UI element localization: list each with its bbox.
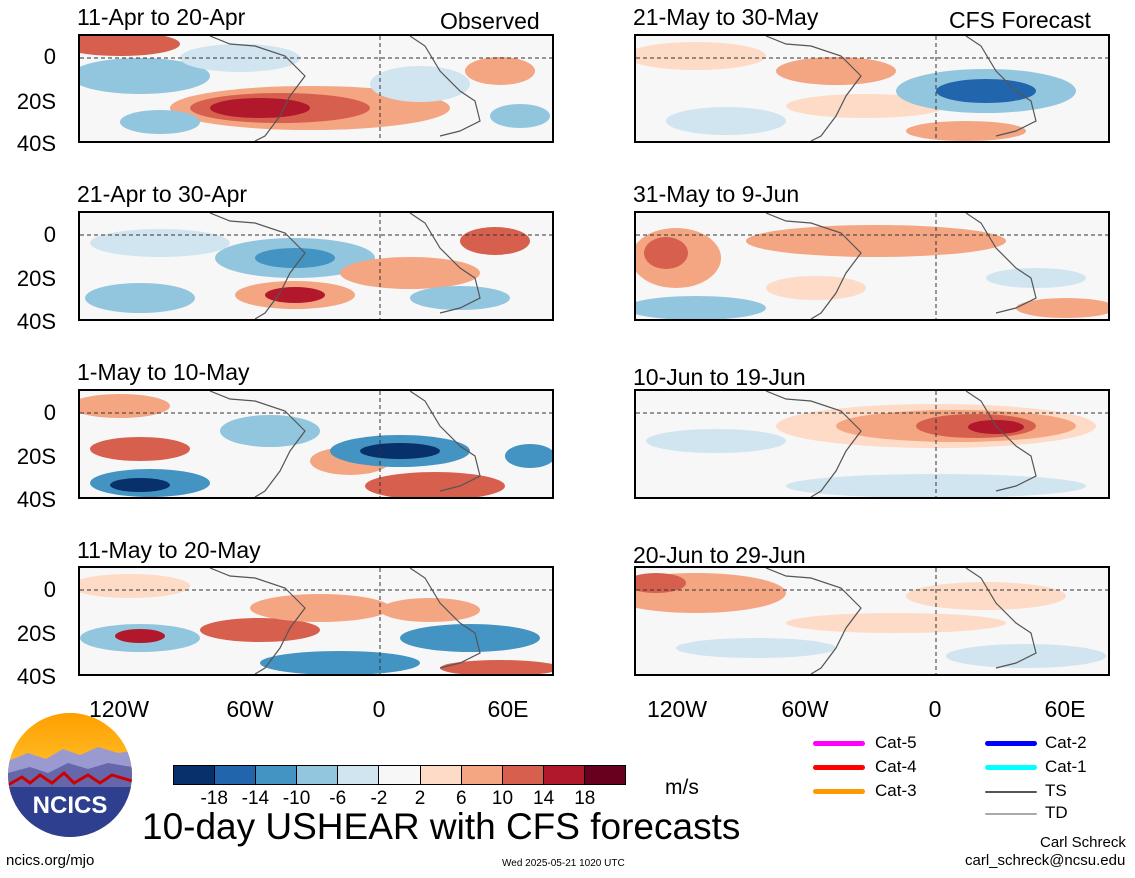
ytick-40s-row4: 40S xyxy=(16,664,56,689)
legend-line-td xyxy=(985,813,1037,815)
map-panel-fcst-2 xyxy=(634,211,1110,321)
xtick-60w-right: 60W xyxy=(781,696,829,722)
legend-line-ts xyxy=(985,791,1037,793)
ytick-20s-row4: 20S xyxy=(16,621,56,646)
colorbar-tick: -10 xyxy=(282,788,311,809)
panel-title-fcst-3: 10-Jun to 19-Jun xyxy=(633,364,806,390)
colorbar-tick: 2 xyxy=(414,788,426,809)
legend-line-cat-4 xyxy=(813,765,865,770)
colorbar xyxy=(173,765,626,785)
ytick-20s-row3: 20S xyxy=(16,444,56,469)
ncics-logo: NCICS xyxy=(8,713,132,837)
panel-title-obs-4: 11-May to 20-May xyxy=(77,537,261,563)
colorbar-tick: -18 xyxy=(200,788,228,809)
ncics-logo-text: NCICS xyxy=(32,792,108,819)
panel-title-obs-3: 1-May to 10-May xyxy=(77,359,250,385)
panel-title-obs-2: 21-Apr to 30-Apr xyxy=(77,181,248,207)
xtick-0-right: 0 xyxy=(928,696,942,722)
colorbar-tick: -2 xyxy=(370,788,388,809)
ytick-40s-row2: 40S xyxy=(16,309,56,334)
colorbar-swatch xyxy=(296,766,338,784)
panel-title-obs-1: 11-Apr to 20-Apr xyxy=(77,4,246,30)
legend-label-cat-2: Cat-2 xyxy=(1045,733,1087,752)
xtick-60e-left: 60E xyxy=(487,696,529,722)
ytick-40s-row1: 40S xyxy=(16,131,56,156)
colorbar-swatch xyxy=(378,766,420,784)
legend-line-cat-5 xyxy=(813,741,865,746)
ytick-40s-row3: 40S xyxy=(16,487,56,512)
xtick-120w-left: 120W xyxy=(88,696,150,722)
colorbar-swatch xyxy=(174,766,215,784)
xtick-120w-right: 120W xyxy=(646,696,708,722)
ytick-0-row1: 0 xyxy=(43,44,56,69)
map-panel-obs-1 xyxy=(78,34,554,143)
ytick-20s-row2: 20S xyxy=(16,266,56,291)
colorbar-tick: 14 xyxy=(533,788,555,809)
figure-title: 10-day USHEAR with CFS forecasts xyxy=(142,806,741,847)
panel-title-fcst-2: 31-May to 9-Jun xyxy=(633,181,800,207)
colorbar-unit: m/s xyxy=(665,776,699,799)
colorbar-tick: 10 xyxy=(491,788,514,809)
ytick-0-row2: 0 xyxy=(43,222,56,247)
legend-label-cat-1: Cat-1 xyxy=(1045,757,1087,776)
legend-line-cat-2 xyxy=(985,741,1037,746)
legend-line-cat-3 xyxy=(813,789,865,794)
map-panel-obs-3 xyxy=(78,389,554,499)
footer-timestamp: Wed 2025-05-21 1020 UTC xyxy=(502,858,625,869)
xtick-0-left: 0 xyxy=(372,696,386,722)
colorbar-swatch xyxy=(542,766,584,784)
legend-label-td: TD xyxy=(1045,803,1068,822)
panel-title-fcst-1: 21-May to 30-May xyxy=(633,4,819,30)
colorbar-swatch xyxy=(337,766,379,784)
colorbar-swatch xyxy=(255,766,297,784)
colorbar-swatch xyxy=(501,766,543,784)
legend-label-cat-3: Cat-3 xyxy=(875,781,917,800)
colorbar-tick: -14 xyxy=(241,788,270,809)
colorbar-swatch xyxy=(419,766,461,784)
footer-email[interactable]: carl_schreck@ncsu.edu xyxy=(965,852,1126,869)
colorbar-tick: -6 xyxy=(329,788,347,809)
map-panel-fcst-4 xyxy=(634,566,1110,676)
footer-url[interactable]: ncics.org/mjo xyxy=(6,852,95,869)
map-panel-obs-4 xyxy=(78,566,554,676)
legend-line-cat-1 xyxy=(985,765,1037,770)
legend-label-cat-5: Cat-5 xyxy=(875,733,917,752)
footer-author: Carl Schreck xyxy=(1040,834,1126,851)
colorbar-swatch xyxy=(214,766,256,784)
panel-title-fcst-4: 20-Jun to 29-Jun xyxy=(633,542,806,568)
xtick-60e-right: 60E xyxy=(1044,696,1086,722)
map-panel-fcst-1 xyxy=(634,34,1110,143)
map-panel-fcst-3 xyxy=(634,389,1110,499)
map-panel-obs-2 xyxy=(78,211,554,321)
colorbar-tick: 6 xyxy=(455,788,467,809)
colorbar-swatch xyxy=(583,766,626,784)
observed-label: Observed xyxy=(440,8,540,34)
cfs-forecast-label: CFS Forecast xyxy=(949,7,1091,33)
ytick-0-row4: 0 xyxy=(43,577,56,602)
ytick-20s-row1: 20S xyxy=(16,89,56,114)
ytick-0-row3: 0 xyxy=(43,400,56,425)
legend-label-cat-4: Cat-4 xyxy=(875,757,917,776)
colorbar-tick: 18 xyxy=(574,788,596,809)
colorbar-swatch xyxy=(460,766,502,784)
xtick-60w-left: 60W xyxy=(226,696,274,722)
legend-label-ts: TS xyxy=(1045,781,1067,800)
